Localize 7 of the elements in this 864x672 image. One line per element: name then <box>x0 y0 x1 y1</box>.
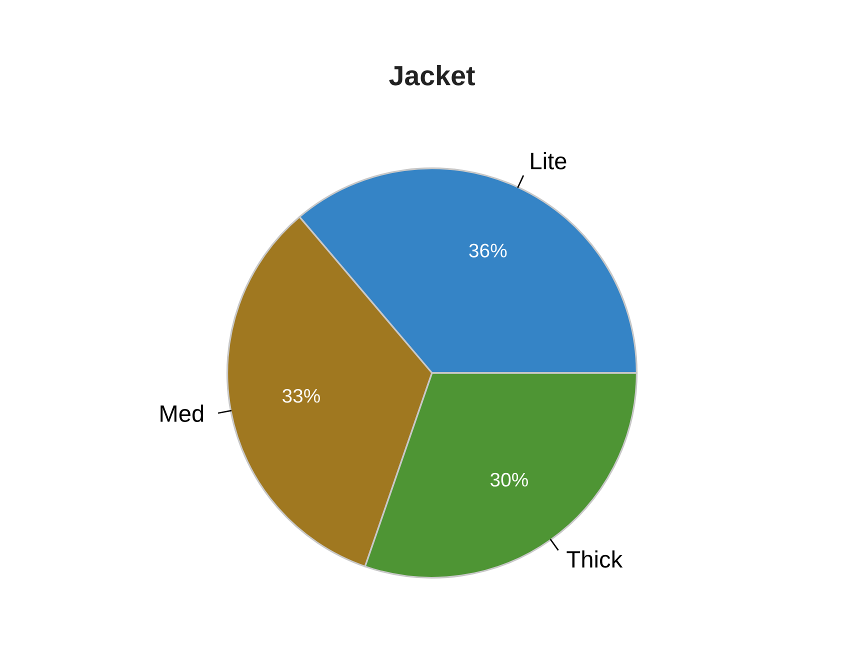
data-label: 30% <box>490 472 528 487</box>
data-label: 36% <box>469 244 507 258</box>
slice-label: Lite <box>531 152 566 170</box>
data-label: 33% <box>282 388 320 403</box>
slice-label: Thick <box>566 550 623 568</box>
chart-title: Jacket <box>389 65 475 86</box>
slice-label: Med <box>160 404 204 422</box>
